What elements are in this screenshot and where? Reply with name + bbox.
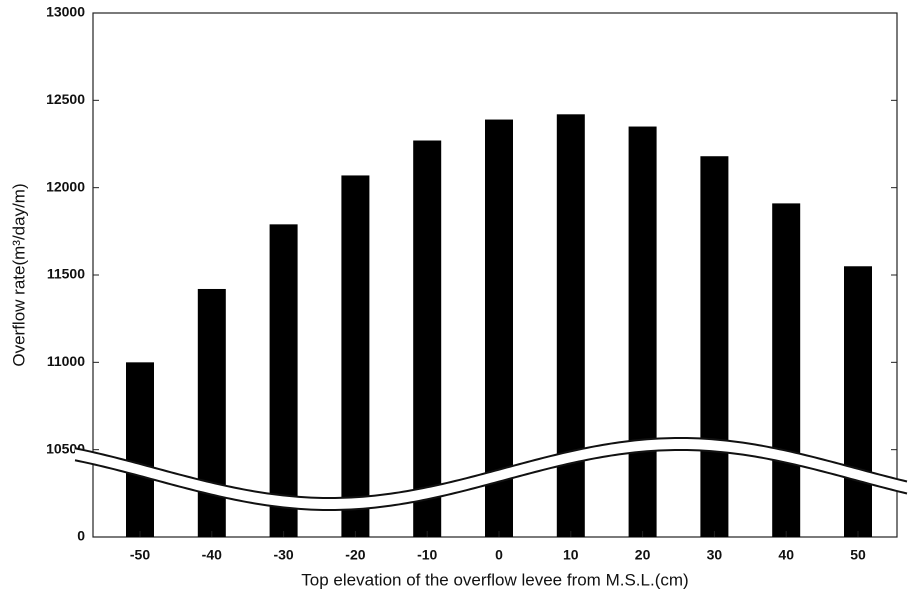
- y-tick-label: 0: [77, 528, 85, 544]
- x-tick-label: 10: [563, 547, 579, 563]
- bar: [269, 224, 298, 537]
- bar: [844, 266, 872, 537]
- axis-break-edge: [74, 437, 908, 499]
- x-tick-label: -50: [130, 547, 150, 563]
- x-tick-label: 0: [495, 547, 503, 563]
- bar: [700, 156, 729, 537]
- axis-break-edge: [74, 449, 908, 511]
- y-tick-label: 12000: [46, 178, 85, 194]
- x-tick-label: -20: [345, 547, 365, 563]
- y-tick-label: 13000: [46, 4, 85, 20]
- bar: [341, 175, 370, 537]
- y-axis-title: Overflow rate(m³/day/m): [9, 183, 28, 366]
- bar: [628, 126, 657, 538]
- y-tick-label: 11000: [47, 353, 85, 369]
- bar: [556, 114, 585, 537]
- x-tick-label: 30: [707, 547, 723, 563]
- x-tick-label: 50: [850, 547, 866, 563]
- x-tick-label: -10: [417, 547, 437, 563]
- bar: [197, 288, 226, 537]
- x-axis-title: Top elevation of the overflow levee from…: [301, 570, 688, 589]
- x-tick-label: -30: [273, 547, 293, 563]
- bar: [772, 203, 801, 538]
- y-tick-label: 11500: [47, 266, 85, 282]
- axis-break-band: [75, 438, 907, 510]
- bar: [413, 140, 442, 538]
- bar: [126, 362, 154, 537]
- x-tick-label: -40: [202, 547, 222, 563]
- x-tick-label: 20: [635, 547, 651, 563]
- x-tick-label: 40: [778, 547, 794, 563]
- y-tick-label: 12500: [46, 91, 85, 107]
